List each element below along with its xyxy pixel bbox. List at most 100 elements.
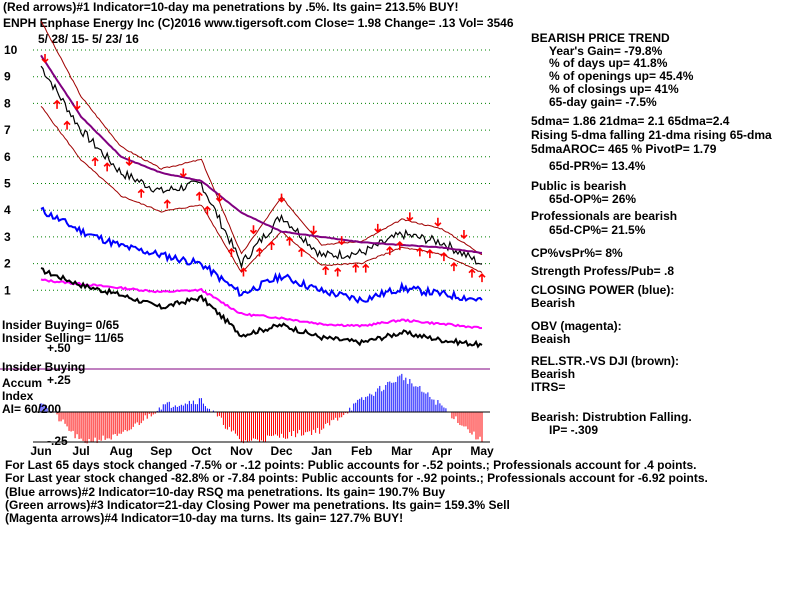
buy-arrow [91,156,99,166]
buy-arrow [103,162,111,172]
pct-openings-up: % of openings up= 45.4% [549,69,694,83]
upper-band [40,20,483,256]
price-tick-label: 5 [4,177,11,191]
insider-selling-ratio: Insider Selling= 11/65 [2,331,124,345]
buy-arrow [298,247,306,257]
month-label: May [470,444,494,458]
itrs: ITRS= [531,380,566,394]
index-label: Index [2,389,34,403]
footer-line-green: (Green arrows)#3 Indicator=21-day Closin… [5,498,510,512]
accum-plus25: +.25 [47,373,71,387]
month-label: Jun [30,444,51,458]
buy-arrow [478,273,486,283]
buy-arrow [352,263,360,273]
pct-closings-up: % of closings up= 41% [549,82,679,96]
closing-power-status: Bearish [531,296,576,310]
trend-title: BEARISH PRICE TREND [531,31,670,45]
price-tick-label: 4 [4,203,11,217]
buy-arrow [239,267,248,277]
header-indicator-line: (Red arrows)#1 Indicator=10-day ma penet… [3,0,459,14]
footer-line-65d: For Last 65 days stock changed -7.5% or … [5,458,697,472]
buy-arrow [468,268,476,278]
price-tick-label: 10 [4,43,18,57]
buy-arrow [285,236,294,246]
public-status: Public is bearish [531,179,627,193]
sell-arrow [460,230,468,240]
sell-arrow [277,193,286,203]
years-gain: Year's Gain= -79.8% [549,44,663,58]
pr-65d: 65d-PR%= 13.4% [549,159,646,173]
buy-arrow [63,120,71,130]
sell-arrow [73,101,81,111]
cp-vs-pr: CP%vsPr%= 8% [531,246,623,260]
month-label: Dec [271,444,293,458]
buy-arrow [163,199,171,209]
rel-str-status: Bearish [531,367,576,381]
accum-status: Bearish: Distrubtion Falling. [531,410,692,424]
footer-line-blue: (Blue arrows)#2 Indicator=10-day RSQ ma … [5,485,446,499]
obv-line [40,278,483,330]
accum-minus25: -.25 [47,434,68,448]
buy-arrow [450,262,458,272]
month-label: Feb [351,444,372,458]
buy-arrow [426,249,434,259]
month-label: Aug [110,444,133,458]
sell-arrow [41,54,49,64]
buy-arrow [137,188,145,198]
closing-power-title: CLOSING POWER (blue): [531,283,675,297]
obv-title: OBV (magenta): [531,319,622,333]
op-65d: 65d-OP%= 26% [549,192,637,206]
insider-buying-label: Insider Buying [2,360,86,374]
price-tick-label: 8 [4,96,11,110]
closing-power-line [40,206,483,305]
header-ticker-line: ENPH Enphase Energy Inc (C)2016 www.tige… [3,16,514,30]
sell-arrow [406,212,414,222]
sell-arrow [374,223,382,233]
ma65-line [40,54,482,254]
rel-str-line [40,267,483,349]
sell-arrow [125,157,133,167]
buy-arrow [203,205,211,215]
buy-arrow [396,240,404,251]
gain-65d: 65-day gain= -7.5% [549,95,657,109]
buy-arrow [386,246,394,256]
ip-value: IP= -.309 [549,423,599,437]
month-label: Apr [432,444,453,458]
rel-str-title: REL.STR.-VS DJI (brown): [531,354,679,368]
buy-arrow [227,247,235,257]
buy-arrow [322,265,330,275]
buy-arrow [255,247,264,257]
pct-days-up: % of days up= 41.8% [549,56,668,70]
insider-buying-ratio: Insider Buying= 0/65 [2,318,120,332]
price-tick-label: 6 [4,150,11,164]
buy-arrow [267,240,276,251]
buy-arrow [440,251,448,262]
sell-arrow [310,225,318,235]
sell-arrow [249,225,258,235]
buy-arrow [362,263,370,273]
sell-arrow [434,217,442,227]
lower-band [40,105,483,274]
price-tick-label: 7 [4,123,11,137]
month-label: Sep [150,444,172,458]
obv-status: Beaish [531,332,571,346]
price-tick-label: 1 [4,283,11,297]
month-label: Oct [191,444,211,458]
month-label: Nov [230,444,253,458]
month-label: Mar [391,444,413,458]
ma-directions: Rising 5-dma falling 21-dma rising 65-dm… [531,128,772,142]
accum-plus50: +.50 [47,341,71,355]
price-tick-label: 3 [4,230,11,244]
price-tick-label: 2 [4,257,11,271]
ai-label: AI= 60/200 [2,402,62,416]
price-tick-label: 9 [4,70,11,84]
buy-arrow [416,247,424,257]
sell-arrow [338,236,346,246]
buy-arrow [334,267,342,277]
sell-arrow [215,193,223,203]
month-label: Jan [311,444,332,458]
cp-65d: 65d-CP%= 21.5% [549,223,646,237]
buy-arrow [195,191,203,201]
price-line [40,65,483,270]
